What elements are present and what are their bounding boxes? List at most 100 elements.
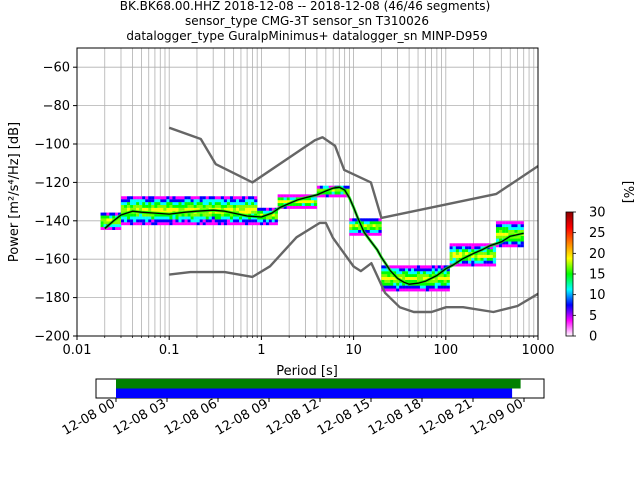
density-cell (142, 196, 146, 200)
density-cell (248, 199, 252, 203)
colorbar-tick-label: 30 (589, 206, 606, 221)
density-cell (202, 213, 206, 217)
density-cell (124, 204, 128, 208)
density-cell (378, 224, 382, 228)
density-cell (471, 243, 475, 247)
density-cell (251, 199, 255, 203)
density-cell (211, 219, 215, 223)
density-cell (202, 216, 206, 220)
density-cell (154, 207, 158, 211)
density-cell (139, 216, 143, 220)
density-cell (428, 265, 433, 269)
density-cell (280, 197, 284, 201)
density-cell (366, 226, 371, 230)
density-cell (489, 249, 493, 253)
density-cell (307, 202, 312, 206)
density-cell (154, 222, 158, 226)
density-cell (458, 260, 463, 264)
new-high-noise-model-line (168, 126, 538, 220)
density-cell (363, 224, 368, 228)
density-cell (277, 194, 281, 198)
timeline-tick-label: 12-08 09 (213, 396, 271, 438)
density-cell (193, 222, 197, 226)
density-cell (502, 232, 506, 236)
density-cell (355, 226, 359, 230)
density-cell (316, 188, 321, 192)
density-cell (263, 222, 267, 226)
density-cell (381, 282, 385, 286)
density-cell (226, 222, 231, 226)
density-cell (414, 279, 418, 283)
mean-line (104, 186, 524, 285)
density-cell (226, 213, 231, 217)
density-cell (112, 215, 116, 219)
density-cell (139, 213, 143, 217)
density-cell (508, 229, 512, 233)
colorbar-tick-label: 20 (589, 247, 606, 262)
density-cell (184, 207, 188, 211)
density-cell (142, 199, 146, 203)
density-cell (502, 244, 506, 248)
density-cell (443, 265, 447, 269)
density-cell (208, 213, 212, 217)
density-cell (289, 205, 293, 209)
density-cell (208, 196, 212, 200)
x-tick-label: 10 (345, 343, 362, 358)
density-cell (274, 213, 278, 217)
density-cell (106, 215, 110, 219)
density-cell (239, 199, 243, 203)
density-cell (127, 202, 131, 206)
density-cell (408, 276, 412, 280)
density-cell (190, 202, 194, 206)
density-cell (402, 282, 406, 286)
density-cell (239, 216, 243, 220)
density-cell (390, 276, 394, 280)
density-cell (127, 216, 131, 220)
density-cell (361, 218, 365, 222)
density-cell (508, 238, 512, 242)
density-cell (378, 226, 382, 230)
density-cell (301, 200, 306, 204)
density-cell (431, 282, 436, 286)
density-cell (139, 202, 143, 206)
density-cell (196, 196, 200, 200)
density-cell (220, 213, 225, 217)
density-cell (416, 274, 421, 278)
density-cell (193, 199, 197, 203)
density-cell (187, 204, 191, 208)
density-cell (461, 263, 466, 267)
density-cell (428, 268, 433, 272)
density-cell (251, 196, 255, 200)
density-cell (157, 216, 161, 220)
density-cell (446, 282, 450, 286)
density-cell (468, 243, 472, 247)
density-cell (223, 216, 228, 220)
density-cell (254, 219, 258, 223)
density-cell (229, 213, 234, 217)
density-cell (251, 202, 255, 206)
density-cell (280, 202, 284, 206)
density-cell (399, 271, 403, 275)
density-cell (211, 222, 215, 226)
density-cell (471, 257, 475, 261)
density-cell (109, 212, 113, 216)
density-cell (154, 196, 158, 200)
density-cell (384, 265, 388, 269)
density-cell (242, 210, 246, 214)
density-cell (422, 282, 427, 286)
density-cell (263, 219, 267, 223)
density-cell (396, 274, 400, 278)
density-cell (405, 288, 409, 292)
density-cell (402, 288, 406, 292)
density-cell (489, 260, 493, 264)
density-cell (271, 219, 275, 223)
density-cell (154, 202, 158, 206)
density-cell (245, 210, 249, 214)
density-cell (474, 263, 478, 267)
density-cell (205, 213, 209, 217)
density-cell (160, 202, 164, 206)
density-cell (178, 213, 182, 217)
density-cell (199, 222, 203, 226)
density-cell (223, 196, 228, 200)
density-cell (175, 219, 179, 223)
